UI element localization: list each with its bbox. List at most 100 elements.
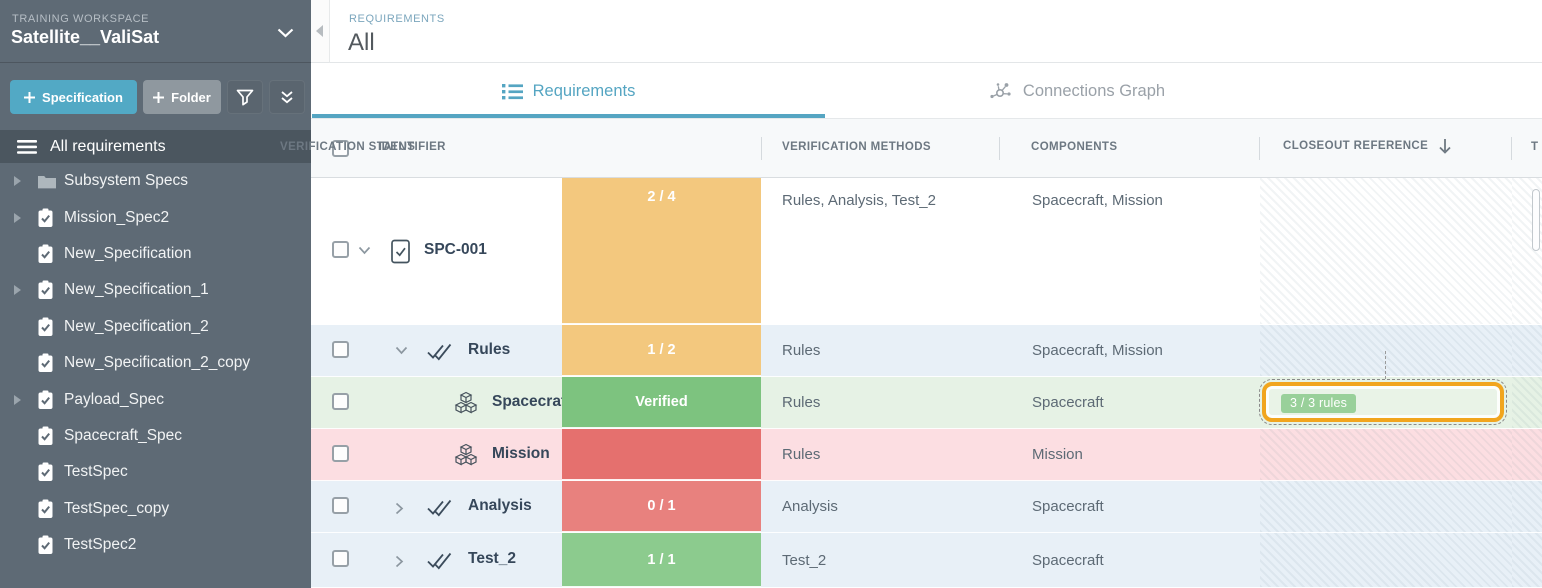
- chevron-down-icon[interactable]: [395, 346, 408, 355]
- expand-arrow-icon[interactable]: [14, 394, 21, 405]
- column-header-components[interactable]: COMPONENTS: [1031, 141, 1118, 153]
- row-checkbox[interactable]: [332, 496, 349, 514]
- sidebar-item-payload-spec[interactable]: Payload_Spec: [0, 381, 311, 417]
- workspace-type-label: TRAINING WORKSPACE: [12, 13, 150, 25]
- sidebar-item-testspec-copy[interactable]: TestSpec_copy: [0, 491, 311, 527]
- verification-status-cell[interactable]: 1 / 2: [562, 325, 761, 376]
- add-folder-label: Folder: [171, 89, 211, 105]
- tab-requirements[interactable]: Requirements: [312, 63, 825, 119]
- identifier-label[interactable]: Mission: [492, 444, 550, 462]
- components-cell[interactable]: Spacecraft: [1032, 498, 1104, 515]
- specification-icon: [37, 426, 54, 446]
- select-all-checkbox[interactable]: [332, 140, 349, 157]
- verification-methods-cell[interactable]: Rules, Analysis, Test_2: [782, 192, 936, 209]
- closeout-reference-cell[interactable]: [1260, 429, 1512, 480]
- verification-status-cell[interactable]: 2 / 4: [562, 178, 761, 324]
- header-divider: [999, 137, 1000, 160]
- row-checkbox[interactable]: [332, 550, 349, 567]
- components-cell[interactable]: Mission: [1032, 446, 1083, 463]
- tree-item-label: TestSpec: [64, 463, 128, 481]
- text-cell[interactable]: [1512, 429, 1542, 480]
- text-cell[interactable]: [1512, 481, 1542, 532]
- row-checkbox[interactable]: [332, 241, 349, 258]
- sidebar-item-new-specification-2[interactable]: New_Specification_2: [0, 309, 311, 345]
- components-cell[interactable]: Spacecraft, Mission: [1032, 192, 1163, 209]
- plus-icon: [24, 91, 36, 103]
- tab-connections-graph[interactable]: Connections Graph: [822, 63, 1332, 119]
- sidebar-item-spacecraft-spec[interactable]: Spacecraft_Spec: [0, 418, 311, 454]
- verification-methods-cell[interactable]: Rules: [782, 342, 821, 359]
- expand-arrow-icon[interactable]: [14, 176, 21, 187]
- specification-icon: [37, 353, 54, 373]
- row-checkbox[interactable]: [332, 340, 349, 358]
- components-cell[interactable]: Spacecraft: [1032, 394, 1104, 411]
- sidebar-item-new-specification[interactable]: New_Specification: [0, 236, 311, 272]
- sidebar: TRAINING WORKSPACE Satellite__ValiSat Sp…: [0, 0, 311, 588]
- expand-more-button[interactable]: [269, 80, 305, 114]
- identifier-cell: Test_2: [311, 533, 562, 587]
- expand-arrow-icon[interactable]: [14, 212, 21, 223]
- chevron-down-icon[interactable]: [358, 246, 371, 255]
- text-cell[interactable]: [1512, 325, 1542, 376]
- tree-item-label: TestSpec2: [64, 536, 137, 554]
- sidebar-collapse-gutter: [311, 0, 330, 63]
- drag-indicator-line: [1385, 351, 1386, 379]
- identifier-label[interactable]: Rules: [468, 340, 511, 358]
- identifier-label[interactable]: SPC-001: [424, 241, 487, 258]
- double-check-icon: [426, 498, 453, 517]
- expand-arrow-icon[interactable]: [14, 285, 21, 296]
- column-header-text[interactable]: T: [1531, 141, 1539, 153]
- add-folder-button[interactable]: Folder: [143, 80, 221, 114]
- closeout-reference-cell[interactable]: [1260, 533, 1512, 587]
- column-header-closeout-reference[interactable]: CLOSEOUT REFERENCE: [1283, 138, 1452, 154]
- filter-button[interactable]: [227, 80, 263, 114]
- verification-methods-cell[interactable]: Rules: [782, 446, 821, 463]
- table-row: Test_2 1 / 1 Test_2 Spacecraft: [311, 533, 1542, 588]
- collapse-sidebar-arrow-icon[interactable]: [316, 25, 323, 37]
- plus-icon: [153, 91, 165, 103]
- column-header-verification-methods[interactable]: VERIFICATION METHODS: [782, 141, 931, 153]
- specification-icon: [37, 499, 54, 519]
- verification-status-cell[interactable]: [562, 429, 761, 480]
- components-cell[interactable]: Spacecraft, Mission: [1032, 342, 1163, 359]
- verification-status-cell[interactable]: Verified: [562, 377, 761, 428]
- sidebar-item-testspec[interactable]: TestSpec: [0, 454, 311, 490]
- header-divider: [1511, 137, 1512, 160]
- double-chevron-down-icon: [280, 90, 294, 104]
- text-cell[interactable]: [1512, 533, 1542, 587]
- sort-descending-arrow-icon: [1438, 138, 1452, 154]
- row-checkbox[interactable]: [332, 444, 349, 462]
- components-cell[interactable]: Spacecraft: [1032, 551, 1104, 569]
- vertical-scrollbar-thumb[interactable]: [1532, 189, 1540, 251]
- tab-requirements-label: Requirements: [532, 81, 636, 100]
- tree-item-label: Payload_Spec: [64, 390, 164, 408]
- sidebar-item-all-requirements[interactable]: All requirements: [0, 130, 311, 163]
- verification-methods-cell[interactable]: Analysis: [782, 498, 838, 515]
- sidebar-item-mission-spec2[interactable]: Mission_Spec2: [0, 199, 311, 235]
- verification-status-cell[interactable]: 1 / 1: [562, 533, 761, 587]
- specification-tree: Subsystem Specs Mission_Spec2 New_Specif…: [0, 163, 311, 563]
- closeout-reference-cell[interactable]: [1260, 481, 1512, 532]
- column-header-identifier[interactable]: IDENTIFIER: [378, 141, 446, 153]
- double-check-icon: [426, 551, 453, 570]
- sidebar-item-testspec2[interactable]: TestSpec2: [0, 527, 311, 563]
- identifier-label[interactable]: Spacecraft: [492, 392, 562, 410]
- chevron-right-icon[interactable]: [395, 502, 404, 515]
- column-header-verification-status[interactable]: VERIFICATION STATUS: [280, 141, 416, 153]
- row-checkbox[interactable]: [332, 392, 349, 410]
- identifier-label[interactable]: Test_2: [468, 550, 516, 567]
- closeout-reference-cell[interactable]: [1260, 325, 1512, 376]
- closeout-reference-cell[interactable]: [1260, 178, 1512, 324]
- verification-methods-cell[interactable]: Test_2: [782, 551, 827, 569]
- verification-status-cell[interactable]: 0 / 1: [562, 481, 761, 532]
- verification-methods-cell[interactable]: Rules: [782, 394, 821, 411]
- sidebar-item-subsystem-specs[interactable]: Subsystem Specs: [0, 163, 311, 199]
- add-specification-button[interactable]: Specification: [10, 80, 137, 114]
- closeout-cell-selected[interactable]: 3 / 3 rules: [1259, 379, 1507, 425]
- identifier-label[interactable]: Analysis: [468, 496, 532, 514]
- sidebar-item-new-specification-2-copy[interactable]: New_Specification_2_copy: [0, 345, 311, 381]
- sidebar-item-new-specification-1[interactable]: New_Specification_1: [0, 272, 311, 308]
- chevron-right-icon[interactable]: [395, 555, 404, 568]
- text-cell[interactable]: [1512, 377, 1542, 428]
- workspace-selector[interactable]: TRAINING WORKSPACE Satellite__ValiSat: [0, 0, 311, 63]
